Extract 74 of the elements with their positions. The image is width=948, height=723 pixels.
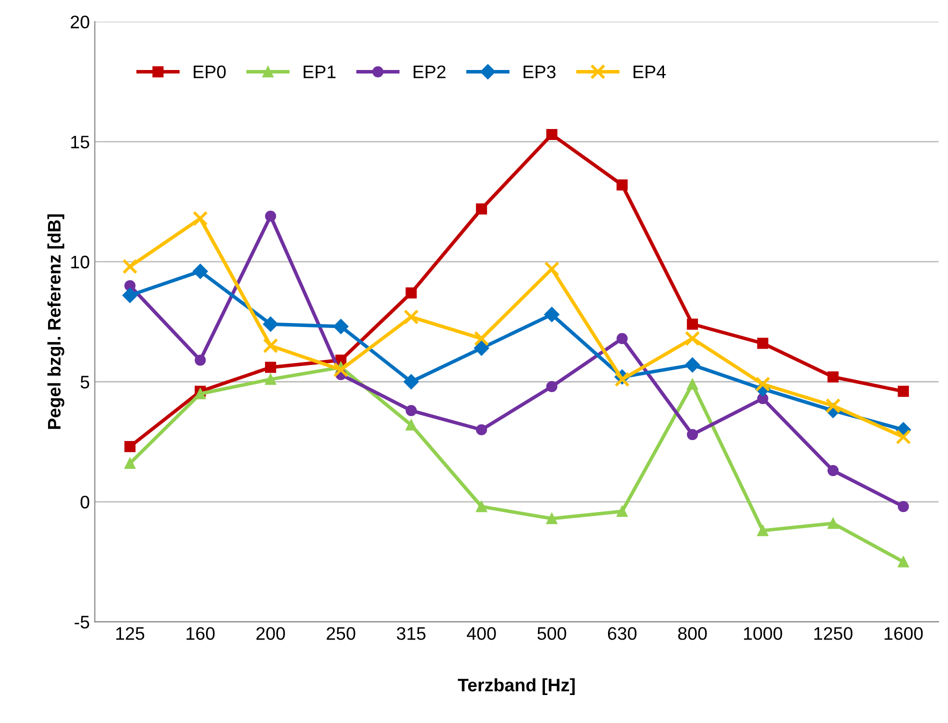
point bbox=[404, 374, 419, 390]
point bbox=[194, 354, 206, 366]
point bbox=[686, 378, 698, 390]
point bbox=[546, 380, 558, 392]
point bbox=[262, 338, 278, 354]
point bbox=[546, 128, 558, 140]
legend-label: EP0 bbox=[194, 66, 226, 78]
point bbox=[616, 506, 628, 517]
point bbox=[755, 376, 770, 392]
y-tick-label: 20 bbox=[70, 16, 90, 28]
x-tick-label: 1000 bbox=[744, 627, 782, 640]
point bbox=[898, 556, 909, 568]
legend-label: EP3 bbox=[524, 66, 556, 78]
point bbox=[828, 518, 839, 529]
point bbox=[896, 429, 912, 445]
x-tick-label: 250 bbox=[326, 627, 356, 640]
x-tick-label: 1250 bbox=[814, 627, 852, 640]
point bbox=[757, 338, 768, 349]
point bbox=[194, 388, 206, 400]
point bbox=[684, 357, 700, 373]
point bbox=[122, 288, 138, 303]
point bbox=[686, 318, 698, 330]
legend-label: EP2 bbox=[414, 66, 446, 78]
point bbox=[684, 330, 700, 346]
point bbox=[616, 332, 628, 344]
point bbox=[828, 465, 839, 476]
point bbox=[333, 362, 349, 378]
point bbox=[404, 309, 419, 325]
point bbox=[406, 287, 417, 298]
y-tick-label: 10 bbox=[71, 256, 90, 268]
point bbox=[616, 179, 628, 190]
point bbox=[828, 371, 839, 382]
point bbox=[265, 374, 276, 385]
point bbox=[265, 362, 276, 373]
point bbox=[898, 501, 909, 512]
point bbox=[546, 513, 558, 524]
y-tick-label: -5 bbox=[74, 616, 90, 628]
point bbox=[474, 330, 490, 346]
x-axis-title: Terzband [Hz] bbox=[458, 678, 575, 696]
point bbox=[333, 318, 348, 334]
point bbox=[192, 210, 208, 226]
legend-label: EP4 bbox=[634, 66, 666, 78]
x-tick-label: 630 bbox=[608, 627, 636, 640]
point bbox=[898, 386, 909, 397]
point bbox=[544, 306, 560, 322]
point bbox=[265, 210, 276, 222]
point bbox=[406, 419, 417, 431]
y-axis-title: Pegel bzgl. Referenz [dB] bbox=[47, 214, 64, 429]
point bbox=[124, 441, 136, 452]
point bbox=[122, 258, 138, 274]
point bbox=[263, 316, 278, 332]
x-tick-label: 125 bbox=[116, 627, 144, 640]
x-tick-label: 1600 bbox=[884, 627, 923, 640]
x-tick-label: 315 bbox=[396, 627, 426, 640]
point bbox=[825, 398, 841, 414]
x-tick-label: 800 bbox=[678, 627, 707, 640]
x-tick-label: 500 bbox=[537, 627, 566, 640]
y-tick-label: 5 bbox=[80, 376, 90, 388]
point bbox=[476, 501, 488, 512]
point bbox=[476, 203, 488, 214]
x-tick-label: 400 bbox=[466, 627, 496, 640]
point bbox=[192, 264, 208, 279]
point bbox=[686, 428, 698, 440]
point bbox=[757, 525, 768, 536]
point bbox=[476, 424, 488, 436]
y-tick-label: 15 bbox=[71, 136, 90, 148]
y-tick-label: 0 bbox=[80, 496, 90, 508]
point bbox=[124, 458, 136, 469]
point bbox=[474, 340, 490, 356]
x-tick-label: 200 bbox=[256, 627, 285, 640]
point bbox=[544, 261, 560, 277]
legend-label: EP1 bbox=[304, 66, 336, 78]
point bbox=[406, 404, 417, 416]
x-tick-label: 160 bbox=[186, 627, 215, 640]
